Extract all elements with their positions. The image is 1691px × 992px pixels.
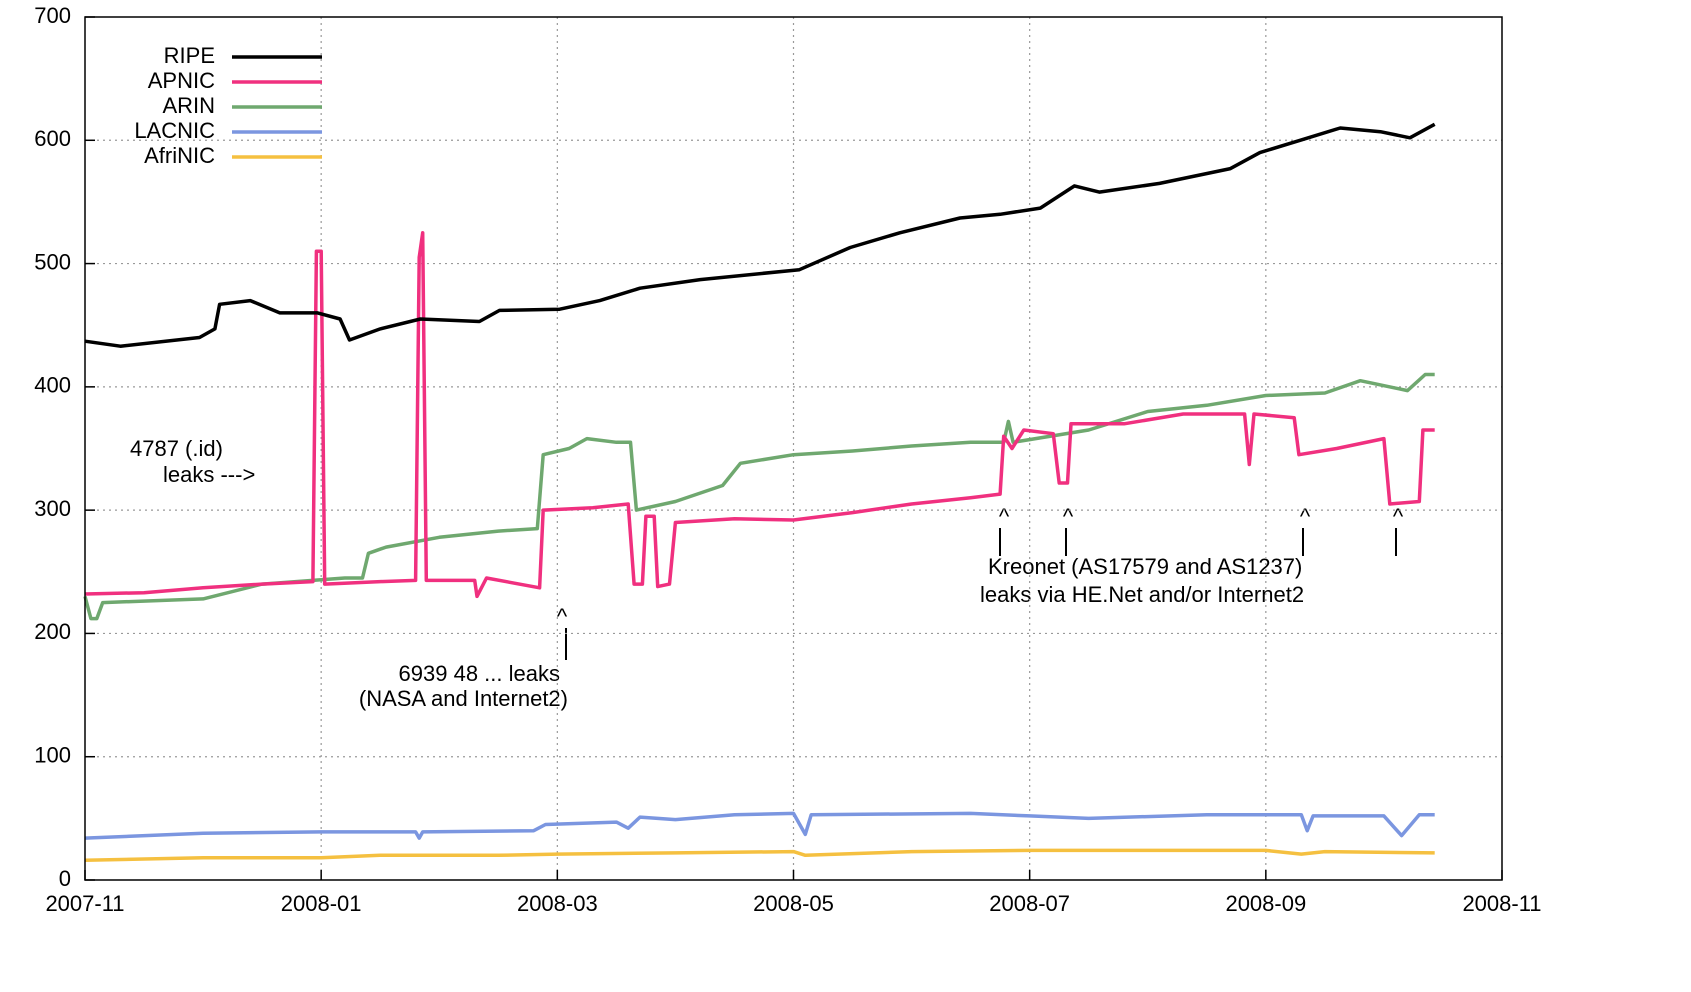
- annotations: 4787 (.id) leaks ---> 6939 48 ... leaks …: [130, 436, 1404, 711]
- annotation: leaks --->: [163, 462, 255, 487]
- series-line: [84, 811, 1435, 840]
- annotation-caret: ^: [1063, 504, 1074, 529]
- legend-label: AfriNIC: [144, 143, 215, 168]
- x-tick-label: 2008-11: [1462, 891, 1541, 916]
- x-tick-label: 2008-09: [1225, 891, 1306, 916]
- series-line: [84, 122, 1436, 348]
- plot-border: [84, 16, 1503, 881]
- annotation-caret: ^: [557, 604, 568, 629]
- annotation: (NASA and Internet2): [359, 686, 568, 711]
- series-line: [84, 231, 1435, 599]
- y-tick-label: 300: [34, 496, 71, 521]
- legend-label: RIPE: [164, 43, 215, 68]
- x-tick-label: 2008-01: [281, 891, 362, 916]
- annotation-caret: ^: [999, 504, 1010, 529]
- annotation-caret: ^: [1393, 504, 1404, 529]
- x-tick-label: 2008-03: [517, 891, 598, 916]
- annotation-caret: ^: [1300, 504, 1311, 529]
- series-line: [84, 848, 1435, 863]
- annotation: 4787 (.id): [130, 436, 223, 461]
- x-tick-label: 2007-11: [45, 891, 124, 916]
- legend-label: ARIN: [162, 93, 215, 118]
- annotation: Kreonet (AS17579 and AS1237): [988, 554, 1302, 579]
- y-tick-label: 700: [34, 3, 71, 28]
- annotation: leaks via HE.Net and/or Internet2: [980, 582, 1304, 607]
- annotation: 6939 48 ... leaks: [399, 661, 560, 686]
- y-tick-label: 200: [34, 619, 71, 644]
- x-tick-label: 2008-07: [989, 891, 1070, 916]
- y-tick-label: 600: [34, 126, 71, 151]
- y-tick-label: 0: [59, 866, 71, 891]
- legend-label: APNIC: [148, 68, 215, 93]
- x-tick-label: 2008-05: [753, 891, 834, 916]
- y-tick-label: 400: [34, 373, 71, 398]
- series-line: [83, 372, 1435, 621]
- y-tick-label: 500: [34, 249, 71, 274]
- legend-label: LACNIC: [134, 118, 215, 143]
- y-tick-label: 100: [34, 743, 71, 768]
